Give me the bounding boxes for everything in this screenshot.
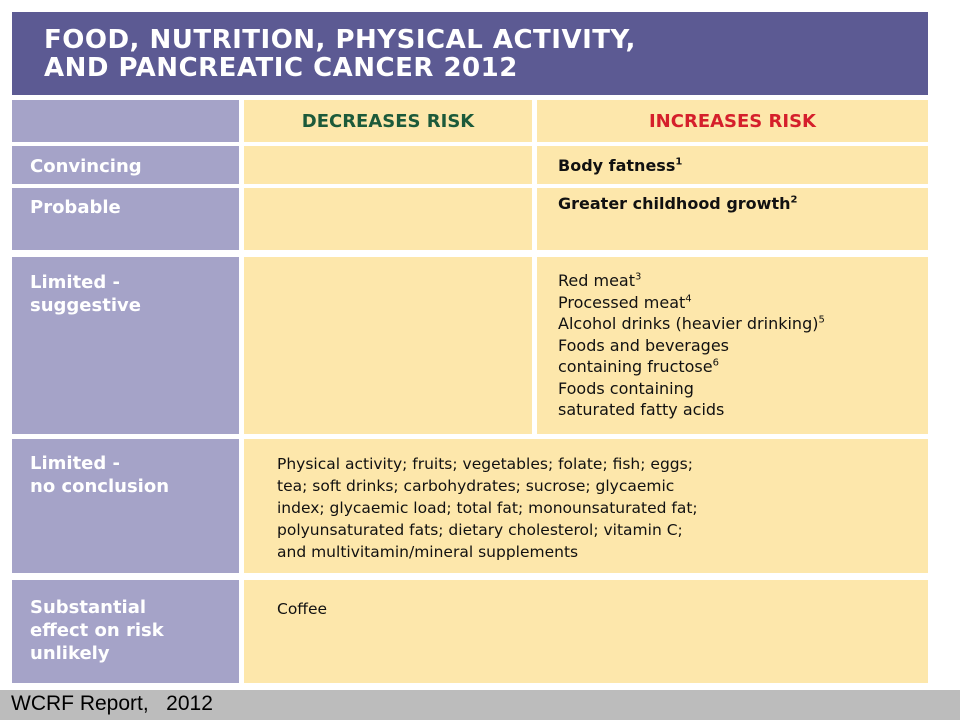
limited-no-conclusion-text-cell: Physical activity; fruits; vegetables; f… [244,439,928,573]
convincing-increases-cell: Body fatness1 [537,146,928,184]
no-conclusion-text-line: index; glycaemic load; total fat; monoun… [277,499,698,517]
substantial-line-2: effect on risk [30,620,164,641]
no-conclusion-text-line: tea; soft drinks; carbohydrates; sucrose… [277,477,675,495]
list-item: containing fructose6 [558,357,719,376]
no-conclusion-text-line: and multivitamin/mineral supplements [277,543,579,561]
substantial-text-cell: Coffee [244,580,928,683]
list-item: Foods containing [558,378,694,398]
substantial-line-1: Substantial [30,597,147,618]
limited-suggestive-line-2: suggestive [30,295,141,316]
row-label-probable: Probable [12,188,239,250]
footnote-1: 1 [675,156,683,168]
probable-increases-cell: Greater childhood growth2 [537,188,928,250]
no-conclusion-text-line: Physical activity; fruits; vegetables; f… [277,455,693,473]
list-item: Alcohol drinks (heavier drinking)5 [558,314,825,333]
limited-no-conclusion-line-1: Limited - [30,453,120,474]
header-decreases-risk: DECREASES RISK [244,100,532,142]
row-label-limited-no-conclusion: Limited - no conclusion [12,439,239,573]
coffee-text: Coffee [277,600,328,618]
title-line-1: FOOD, NUTRITION, PHYSICAL ACTIVITY, [44,25,636,55]
page-title: FOOD, NUTRITION, PHYSICAL ACTIVITY, AND … [12,12,928,95]
header-corner-cell [12,100,239,142]
list-item: saturated fatty acids [558,400,725,419]
footer-source: WCRF Report, 2012 [11,692,213,715]
probable-decreases-cell [244,188,532,250]
limited-suggestive-line-1: Limited - [30,272,120,293]
limited-suggestive-decreases-cell [244,257,532,434]
list-item: Processed meat4 [558,292,692,312]
row-label-limited-suggestive: Limited - suggestive [12,257,239,434]
title-line-2: AND PANCREATIC CANCER 2012 [44,53,518,83]
list-item: Red meat3 [558,271,642,290]
limited-no-conclusion-line-2: no conclusion [30,476,170,497]
limited-suggestive-increases-cell: Red meat3 Processed meat4 Alcohol drinks… [537,257,928,434]
greater-childhood-growth-text: Greater childhood growth [558,194,791,213]
row-label-convincing: Convincing [12,146,239,184]
row-label-substantial-effect: Substantial effect on risk unlikely [12,580,239,683]
substantial-line-3: unlikely [30,643,110,664]
header-increases-risk: INCREASES RISK [537,100,928,142]
body-fatness-text: Body fatness [558,156,676,175]
list-item: Foods and beverages [558,335,730,355]
no-conclusion-text-line: polyunsaturated fats; dietary cholestero… [277,521,683,539]
footnote-2: 2 [790,194,798,206]
convincing-decreases-cell [244,146,532,184]
footer-bar: WCRF Report, 2012 [0,690,960,720]
